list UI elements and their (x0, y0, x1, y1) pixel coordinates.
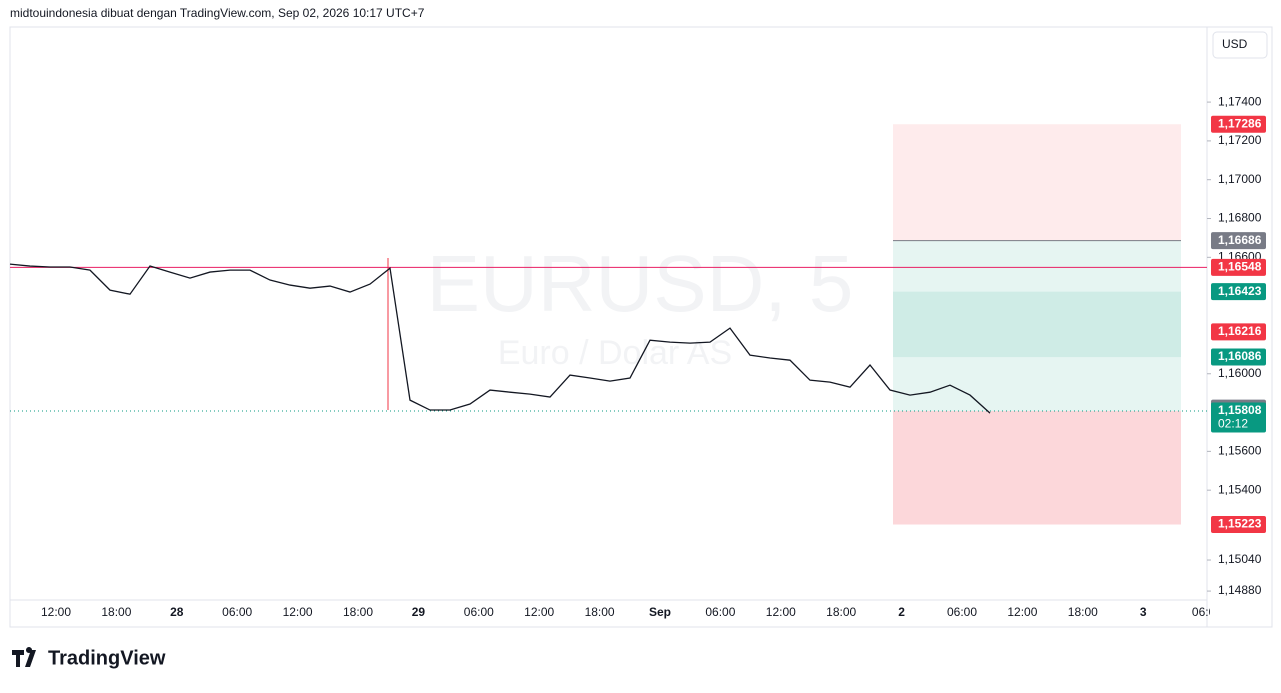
zone (893, 240, 1181, 412)
brand: TradingView (48, 647, 166, 669)
badge-label: 1,16216 (1218, 324, 1262, 338)
time-label: 18:00 (826, 605, 856, 619)
badge-label: 1,17286 (1218, 116, 1262, 130)
badge-label: 1,15808 (1218, 403, 1262, 417)
time-label: 12:00 (524, 605, 554, 619)
position-tool (893, 124, 1181, 525)
price-badge (1211, 348, 1266, 366)
time-label: 12:00 (41, 605, 71, 619)
price-label: 1,15040 (1218, 552, 1262, 566)
watermark-name: Euro / Dolar AS (498, 334, 732, 372)
time-label: 29 (412, 605, 426, 619)
badge-label: 1,16086 (1218, 349, 1262, 363)
badge-label: 1,16548 (1218, 260, 1262, 274)
time-label: 12:00 (283, 605, 313, 619)
countdown: 02:12 (1218, 417, 1248, 431)
time-label: 06:00 (705, 605, 735, 619)
currency: USD (1222, 37, 1248, 51)
time-label: 06:00 (947, 605, 977, 619)
time-label: 06:0 (1192, 605, 1216, 619)
header: midtouindonesia dibuat dengan TradingVie… (10, 6, 425, 20)
price-label: 1,16800 (1218, 211, 1262, 225)
watermark-symbol: EURUSD, 5 (427, 239, 854, 328)
price-label: 1,17000 (1218, 172, 1262, 186)
time-label: 18:00 (585, 605, 615, 619)
price-series (9, 263, 991, 414)
price-label: 1,17200 (1218, 133, 1262, 147)
time-label: Sep (649, 605, 671, 619)
price-label: 1,15400 (1218, 482, 1262, 496)
frame (9, 26, 1273, 628)
badge-label: 1,16686 (1218, 233, 1262, 247)
currency-button[interactable] (1212, 31, 1268, 59)
time-label: 18:00 (101, 605, 131, 619)
price-badge (1211, 283, 1266, 301)
price-badge (1211, 258, 1266, 276)
time-label: 28 (170, 605, 184, 619)
time-label: 12:00 (1007, 605, 1037, 619)
time-label: 12:00 (766, 605, 796, 619)
price-badge (1211, 402, 1266, 433)
zone (893, 124, 1181, 241)
badge-label: 1,16423 (1218, 284, 1262, 298)
plot (9, 263, 1207, 414)
time-label: 06:00 (464, 605, 494, 619)
price-label: 1,14880 (1218, 583, 1262, 597)
time-label: 18:00 (343, 605, 373, 619)
time-label: 2 (898, 605, 905, 619)
price-badge (1211, 232, 1266, 250)
badge-label: 1,15223 (1218, 517, 1262, 531)
zone (893, 291, 1181, 358)
price-badge (1211, 323, 1266, 341)
price-label: 1,15600 (1218, 444, 1262, 458)
time-label: 18:00 (1068, 605, 1098, 619)
zone (893, 411, 1181, 525)
price-label: 1,16000 (1218, 366, 1262, 380)
time-label: 3 (1140, 605, 1147, 619)
price-label: 1,17400 (1218, 94, 1262, 108)
logo (12, 647, 36, 667)
price-badge (1211, 115, 1266, 133)
time-label: 06:00 (222, 605, 252, 619)
price-badge (1211, 516, 1266, 534)
